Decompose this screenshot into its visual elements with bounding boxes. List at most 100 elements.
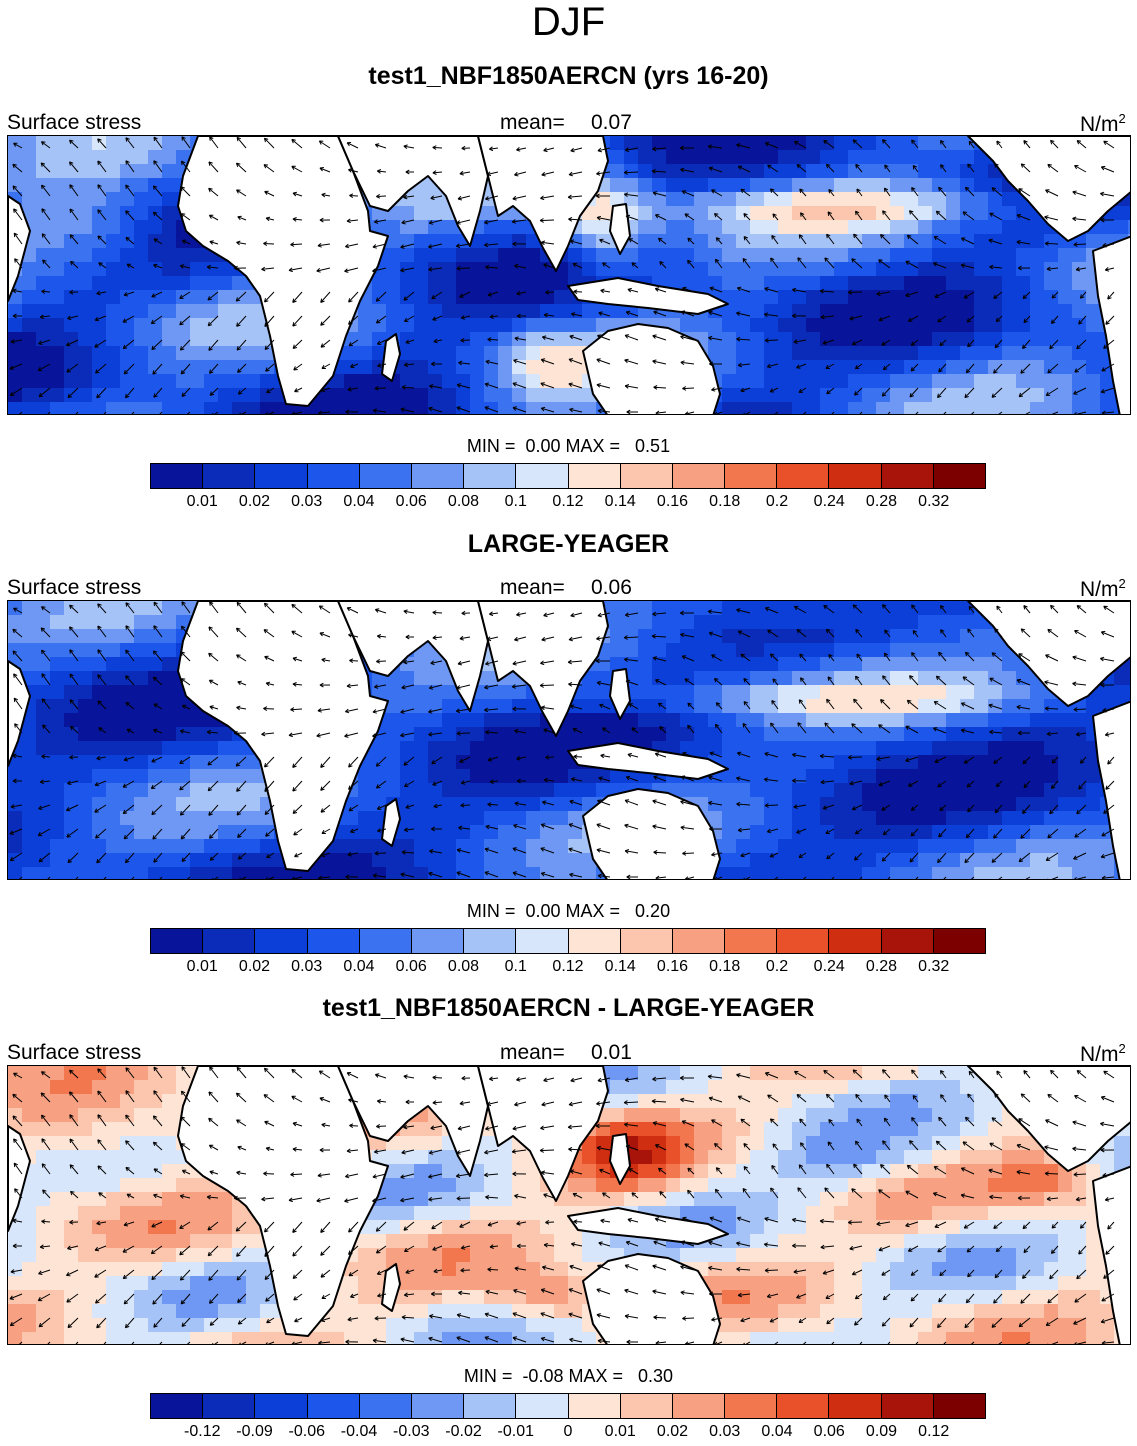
field-cell (652, 727, 667, 742)
field-cell (414, 671, 429, 686)
field-cell (974, 374, 989, 389)
wind-arrow (237, 852, 247, 860)
field-cell (596, 685, 611, 700)
field-cell (988, 206, 1003, 221)
field-cell (106, 346, 121, 361)
wind-arrow (41, 208, 51, 221)
field-cell (106, 1094, 121, 1109)
wind-arrow (998, 411, 1003, 414)
wind-arrow (539, 218, 555, 223)
field-cell (498, 1150, 513, 1165)
field-cell (36, 867, 51, 879)
wind-arrow (206, 264, 219, 270)
field-cell (596, 220, 611, 235)
field-cell (50, 136, 65, 151)
field-cell (470, 769, 485, 784)
wind-arrow (207, 315, 219, 327)
field-cell (890, 825, 905, 840)
wind-arrow (849, 315, 863, 321)
wind-arrow (65, 339, 79, 347)
field-cell (106, 304, 121, 319)
field-cell (106, 769, 121, 784)
field-cell (1128, 1150, 1130, 1165)
field-cell (946, 1164, 961, 1179)
field-cell (890, 727, 905, 742)
field-cell (890, 304, 905, 319)
field-cell (960, 360, 975, 375)
field-cell (1016, 346, 1031, 361)
wind-arrow (264, 190, 275, 197)
field-cell (918, 136, 933, 151)
field-cell (540, 741, 555, 756)
field-cell (862, 615, 877, 630)
wind-arrow (318, 140, 331, 149)
field-cell (778, 755, 793, 770)
field-cell (904, 150, 919, 165)
wind-arrow (318, 605, 331, 614)
field-cell (148, 248, 163, 263)
field-cell (904, 699, 919, 714)
wind-arrow (1074, 630, 1087, 638)
wind-arrow (625, 775, 639, 782)
field-cell (736, 1108, 751, 1123)
field-cell (862, 1066, 877, 1081)
field-cell (946, 643, 961, 658)
field-cell (106, 234, 121, 249)
field-cell (442, 1150, 457, 1165)
field-cell (64, 192, 79, 207)
field-cell (498, 248, 513, 263)
field-cell (722, 206, 737, 221)
field-cell (750, 150, 765, 165)
field-cell (176, 1080, 191, 1095)
field-cell (708, 1080, 723, 1095)
field-cell (1016, 304, 1031, 319)
field-cell (414, 248, 429, 263)
field-cell (120, 867, 135, 879)
field-cell (876, 262, 891, 277)
wind-arrow (570, 612, 583, 618)
field-cell (988, 671, 1003, 686)
field-cell (750, 1108, 765, 1123)
field-cell (78, 769, 93, 784)
field-cell (638, 657, 653, 672)
north-america-landmass (967, 136, 1130, 242)
field-cell (1030, 699, 1045, 714)
field-cell (736, 713, 751, 728)
field-cell (834, 713, 849, 728)
field-cell (78, 797, 93, 812)
wind-arrow (348, 168, 359, 173)
wind-vectors (9, 136, 1115, 414)
field-cell (1044, 867, 1059, 879)
field-cell (176, 755, 191, 770)
wind-arrow (290, 242, 303, 247)
field-cell (484, 290, 499, 305)
wind-arrow (1103, 804, 1115, 814)
field-cell (400, 839, 415, 854)
field-cell (1114, 206, 1129, 221)
field-cell (246, 783, 261, 798)
wind-arrow (910, 804, 919, 811)
field-cell (946, 699, 961, 714)
wind-arrow (516, 612, 527, 617)
field-cell (848, 1066, 863, 1081)
wind-arrow (737, 630, 751, 638)
field-cell (932, 332, 947, 347)
field-cell (722, 825, 737, 840)
field-cell (358, 304, 373, 319)
field-cell (764, 220, 779, 235)
field-cell (1016, 388, 1031, 403)
field-cell (946, 234, 961, 249)
field-cell (36, 1136, 51, 1151)
wind-arrow (1104, 267, 1115, 272)
field-cell (960, 220, 975, 235)
wind-arrow (714, 723, 723, 734)
wind-arrow (995, 780, 1003, 788)
wind-arrow (151, 804, 163, 816)
wind-arrow (597, 408, 611, 414)
field-cell (484, 713, 499, 728)
field-cell (862, 248, 877, 263)
field-cell (190, 811, 205, 826)
wind-arrow (516, 313, 526, 319)
field-cell (960, 1108, 975, 1123)
wind-arrow (964, 387, 975, 399)
